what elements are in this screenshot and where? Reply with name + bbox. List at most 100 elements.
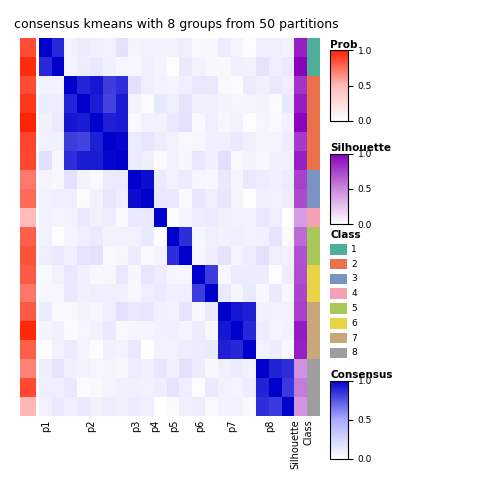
Bar	[230, 38, 243, 57]
Text: Silhouette: Silhouette	[330, 143, 391, 153]
Bar	[230, 283, 243, 302]
Bar	[192, 56, 205, 76]
Bar	[282, 340, 294, 359]
Bar	[282, 170, 294, 189]
Bar	[115, 359, 129, 378]
Bar	[294, 113, 307, 132]
Bar	[167, 322, 179, 340]
Bar	[154, 397, 167, 416]
Bar	[20, 170, 36, 189]
Bar	[103, 208, 115, 227]
Bar	[103, 283, 115, 302]
Bar	[230, 227, 243, 246]
Bar	[269, 322, 282, 340]
Bar	[103, 94, 115, 113]
Bar	[230, 265, 243, 283]
Bar	[51, 38, 65, 57]
Bar	[205, 359, 218, 378]
Bar	[179, 113, 192, 132]
Bar	[269, 283, 282, 302]
Bar	[307, 265, 320, 283]
Bar	[192, 38, 205, 57]
Bar	[179, 76, 192, 94]
Bar	[307, 56, 320, 76]
Bar	[115, 265, 129, 283]
Bar	[294, 76, 307, 94]
Bar	[282, 378, 294, 397]
Bar	[192, 359, 205, 378]
Bar	[115, 322, 129, 340]
Bar	[307, 227, 320, 246]
Bar	[20, 265, 36, 283]
Bar	[90, 76, 103, 94]
Bar	[65, 302, 77, 322]
Bar	[243, 322, 256, 340]
Bar	[141, 38, 154, 57]
Bar	[90, 265, 103, 283]
Bar	[77, 113, 90, 132]
Bar	[282, 283, 294, 302]
Bar	[269, 76, 282, 94]
Bar	[218, 132, 230, 151]
Bar	[230, 189, 243, 208]
Bar	[77, 265, 90, 283]
Bar	[154, 189, 167, 208]
Bar	[39, 170, 51, 189]
Bar	[51, 189, 65, 208]
Bar	[20, 302, 36, 322]
Bar	[218, 246, 230, 265]
Bar	[77, 76, 90, 94]
Bar	[294, 94, 307, 113]
Bar	[269, 378, 282, 397]
Text: 7: 7	[351, 334, 357, 343]
Bar	[141, 227, 154, 246]
Bar	[256, 283, 269, 302]
Bar	[218, 227, 230, 246]
Bar	[154, 302, 167, 322]
Bar	[294, 302, 307, 322]
Bar	[167, 227, 179, 246]
Bar	[77, 56, 90, 76]
Bar	[256, 340, 269, 359]
Bar	[20, 76, 36, 94]
Bar	[141, 359, 154, 378]
Bar	[103, 76, 115, 94]
Bar	[256, 38, 269, 57]
Bar	[307, 302, 320, 322]
Bar	[39, 151, 51, 170]
Bar	[205, 227, 218, 246]
Bar	[282, 56, 294, 76]
Text: Class: Class	[330, 229, 361, 239]
Bar	[282, 76, 294, 94]
Bar	[167, 208, 179, 227]
Bar	[243, 246, 256, 265]
Bar	[39, 322, 51, 340]
Bar	[230, 151, 243, 170]
Bar	[243, 189, 256, 208]
Bar	[192, 265, 205, 283]
Bar	[230, 76, 243, 94]
Text: p3: p3	[131, 419, 141, 432]
Bar	[179, 359, 192, 378]
Bar	[218, 340, 230, 359]
Bar	[330, 318, 347, 329]
Bar	[269, 227, 282, 246]
Bar	[230, 94, 243, 113]
Bar	[39, 113, 51, 132]
Bar	[205, 170, 218, 189]
Bar	[129, 151, 141, 170]
Bar	[129, 56, 141, 76]
Bar	[65, 170, 77, 189]
Bar	[115, 397, 129, 416]
Bar	[205, 56, 218, 76]
Bar	[294, 283, 307, 302]
Bar	[269, 359, 282, 378]
Bar	[141, 283, 154, 302]
Bar	[256, 246, 269, 265]
Bar	[141, 340, 154, 359]
Bar	[192, 302, 205, 322]
Bar	[77, 246, 90, 265]
Bar	[269, 113, 282, 132]
Bar	[129, 76, 141, 94]
Bar	[307, 283, 320, 302]
